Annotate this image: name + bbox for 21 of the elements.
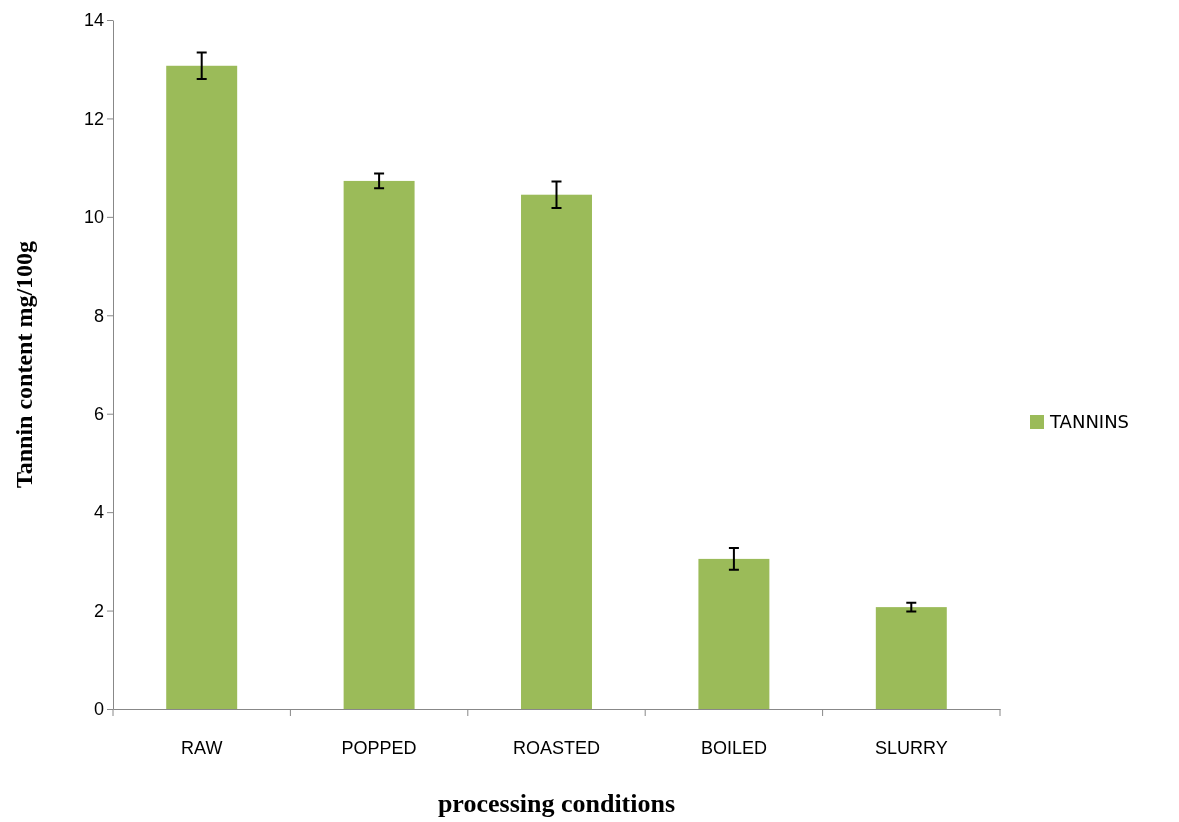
x-tick-label: SLURRY	[874, 737, 948, 758]
y-tick-label: 0	[93, 699, 104, 720]
x-tick-label: RAW	[181, 737, 223, 758]
legend-label: TANNINS	[1049, 411, 1130, 433]
x-tick-label: BOILED	[700, 737, 767, 758]
y-tick-label: 10	[83, 207, 104, 228]
y-tick-label: 12	[83, 108, 104, 129]
y-tick-label: 6	[93, 403, 104, 424]
x-tick-label: ROASTED	[512, 737, 601, 758]
bar	[343, 180, 415, 709]
y-tick-label: 2	[93, 600, 104, 621]
y-tick-label: 14	[83, 10, 104, 31]
bar	[166, 65, 238, 709]
bar	[521, 194, 592, 709]
y-tick-label: 8	[93, 305, 104, 326]
bar	[698, 558, 770, 709]
y-tick-label: 4	[93, 502, 104, 523]
bar	[875, 607, 947, 709]
x-tick-label: POPPED	[341, 737, 417, 758]
x-axis-title: processing conditions	[437, 789, 676, 818]
y-axis-title: Tannin content mg/100g	[11, 240, 37, 489]
